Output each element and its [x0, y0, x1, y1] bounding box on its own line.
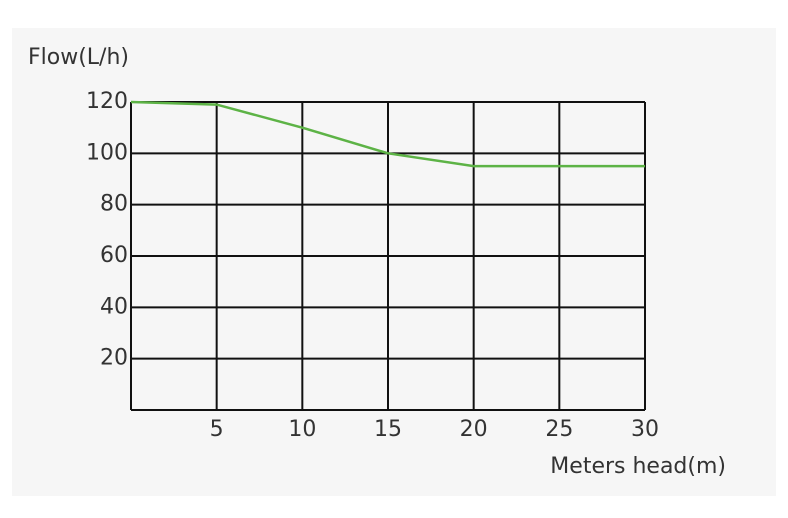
- line: [130, 100, 645, 168]
- x-tick-label: 15: [374, 417, 402, 442]
- x-tick-label: 25: [545, 417, 573, 442]
- x-tick-label: 30: [631, 417, 659, 442]
- x-axis-label: Meters head(m): [550, 454, 726, 479]
- x-tick-label: 5: [210, 417, 224, 442]
- y-tick-label: 120: [86, 89, 128, 114]
- y-tick-label: 40: [100, 294, 128, 319]
- y-tick-label: 80: [100, 192, 128, 217]
- y-tick-label: 20: [100, 346, 128, 371]
- y-tick-label: 60: [100, 243, 128, 268]
- y-axis-label: Flow(L/h): [28, 45, 129, 70]
- panel: [12, 28, 776, 496]
- x-tick-label: 20: [460, 417, 488, 442]
- x-tick-label: 10: [288, 417, 316, 442]
- y-tick-label: 100: [86, 140, 128, 165]
